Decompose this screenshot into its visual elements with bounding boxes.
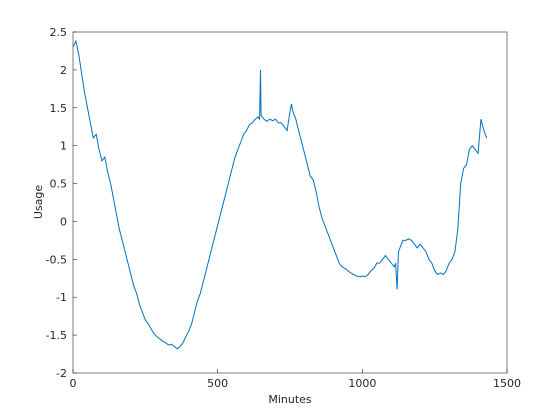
data-line [72,39,488,350]
y-tick-label: -0.5 [46,253,67,266]
y-tick-label: 2 [60,64,67,77]
plot-box [72,31,508,374]
y-axis-label: Usage [32,185,45,220]
y-tick-label: 0.5 [50,178,68,191]
y-tick-label: 2.5 [50,26,68,39]
y-tick-label: -1.5 [46,329,67,342]
x-tick-label: 500 [207,377,228,390]
x-tick-label: 1000 [348,377,376,390]
y-tick-label: 0 [60,215,67,228]
x-axis-label: Minutes [268,393,312,406]
y-tick-label: 1.5 [50,102,68,115]
x-tick-label: 0 [70,377,77,390]
y-tick-label: 1 [60,140,67,153]
y-tick-label: -1 [56,291,67,304]
x-tick-label: 1500 [493,377,521,390]
y-tick-label: -2 [56,367,67,380]
